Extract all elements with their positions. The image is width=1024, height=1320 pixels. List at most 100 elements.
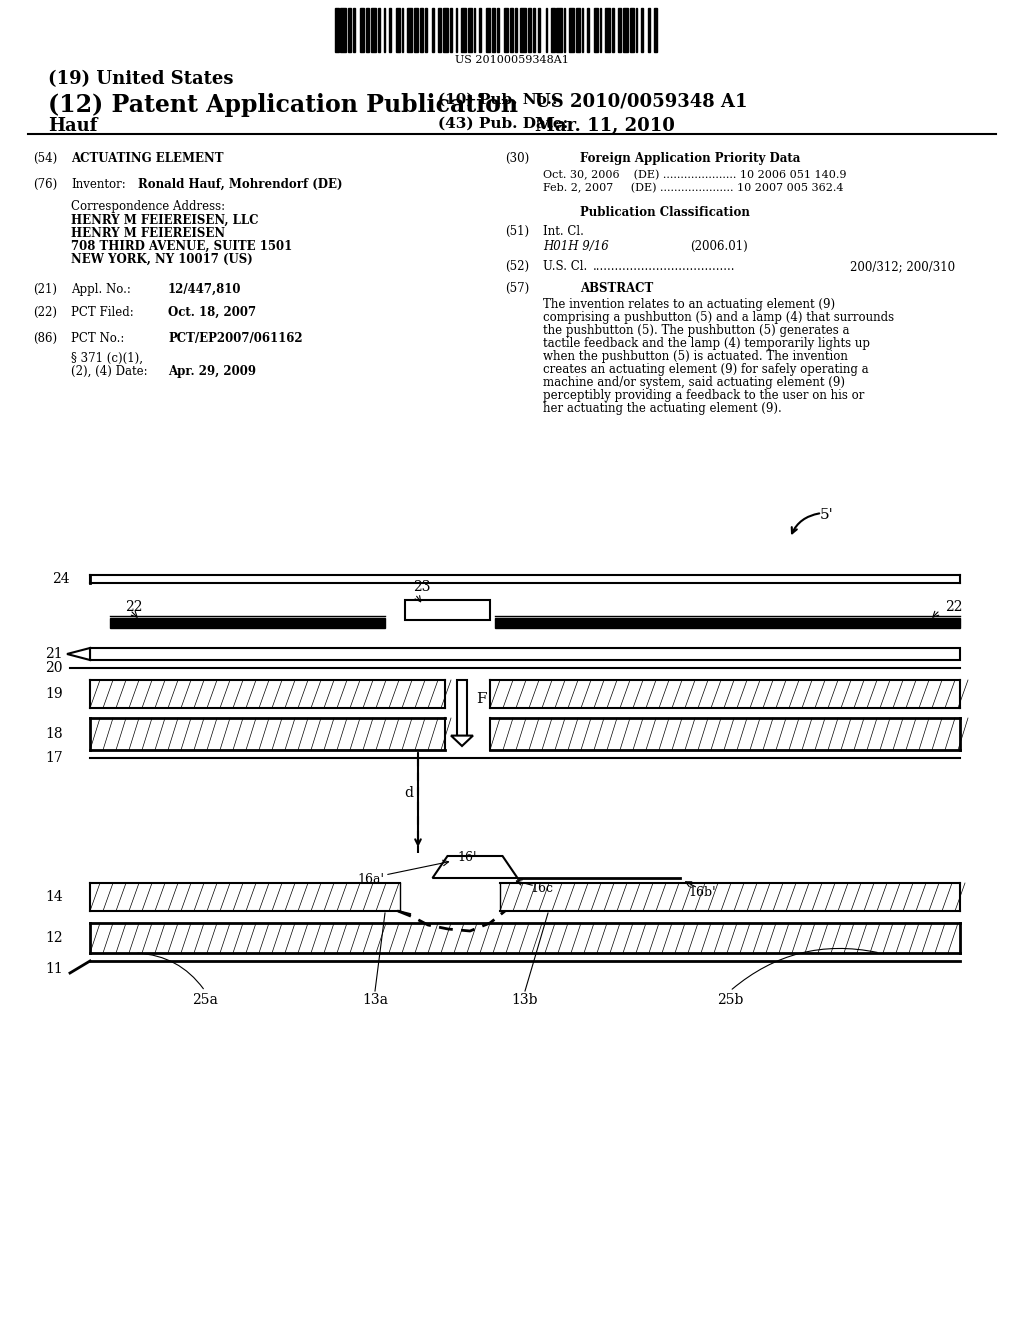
Polygon shape: [432, 855, 517, 878]
Bar: [401, 8, 403, 51]
Text: (10) Pub. No.:: (10) Pub. No.:: [438, 92, 557, 107]
Text: Publication Classification: Publication Classification: [580, 206, 750, 219]
Bar: [520, 8, 525, 51]
Bar: [335, 8, 339, 51]
Text: (43) Pub. Date:: (43) Pub. Date:: [438, 117, 568, 131]
Bar: [420, 8, 423, 51]
Text: Int. Cl.: Int. Cl.: [543, 224, 584, 238]
Text: 17: 17: [45, 751, 63, 766]
Bar: [515, 8, 517, 51]
Text: 12: 12: [45, 931, 63, 945]
Text: (19) United States: (19) United States: [48, 70, 233, 88]
Bar: [617, 8, 622, 51]
Bar: [612, 8, 614, 51]
Text: Appl. No.:: Appl. No.:: [71, 282, 131, 296]
Bar: [577, 8, 580, 51]
Text: Oct. 30, 2006    (DE) ..................... 10 2006 051 140.9: Oct. 30, 2006 (DE) .....................…: [543, 170, 847, 181]
Text: 12/447,810: 12/447,810: [168, 282, 242, 296]
Bar: [406, 601, 490, 620]
Bar: [569, 8, 574, 51]
Bar: [468, 8, 472, 51]
Text: 22: 22: [125, 601, 142, 614]
Bar: [371, 8, 377, 51]
Text: (2006.01): (2006.01): [690, 240, 748, 253]
Bar: [90, 923, 961, 953]
Bar: [396, 8, 399, 51]
Bar: [90, 680, 961, 708]
Polygon shape: [67, 648, 90, 660]
Bar: [510, 8, 513, 51]
Text: perceptibly providing a feedback to the user on his or: perceptibly providing a feedback to the …: [543, 389, 864, 403]
Text: F: F: [476, 692, 486, 706]
Bar: [653, 8, 657, 51]
Text: machine and/or system, said actuating element (9): machine and/or system, said actuating el…: [543, 376, 845, 389]
Text: 16': 16': [457, 851, 476, 865]
Polygon shape: [451, 735, 473, 746]
Text: 22: 22: [945, 601, 963, 614]
Text: 20: 20: [45, 661, 63, 675]
Bar: [432, 8, 434, 51]
Text: her actuating the actuating element (9).: her actuating the actuating element (9).: [543, 403, 781, 414]
Bar: [110, 618, 385, 628]
Text: (21): (21): [33, 282, 57, 296]
Text: 25a: 25a: [193, 993, 218, 1007]
Text: 19: 19: [45, 686, 63, 701]
Text: PCT/EP2007/061162: PCT/EP2007/061162: [168, 333, 303, 345]
Text: HENRY M FEIEREISEN, LLC: HENRY M FEIEREISEN, LLC: [71, 214, 258, 227]
Bar: [492, 8, 496, 51]
Text: 23: 23: [413, 579, 430, 594]
Text: Foreign Application Priority Data: Foreign Application Priority Data: [580, 152, 801, 165]
Bar: [425, 8, 427, 51]
Bar: [461, 8, 466, 51]
Bar: [353, 8, 354, 51]
Bar: [504, 8, 508, 51]
Text: ABSTRACT: ABSTRACT: [580, 282, 653, 294]
Bar: [551, 8, 555, 51]
Text: The invention relates to an actuating element (9): The invention relates to an actuating el…: [543, 298, 836, 312]
Text: 13a: 13a: [362, 993, 388, 1007]
Text: (30): (30): [505, 152, 529, 165]
Bar: [456, 8, 458, 51]
Bar: [594, 8, 598, 51]
Text: Correspondence Address:: Correspondence Address:: [71, 201, 225, 213]
Text: Feb. 2, 2007     (DE) ..................... 10 2007 005 362.4: Feb. 2, 2007 (DE) ..................... …: [543, 183, 844, 193]
Text: NEW YORK, NY 10017 (US): NEW YORK, NY 10017 (US): [71, 253, 253, 267]
Bar: [563, 8, 565, 51]
Text: creates an actuating element (9) for safely operating a: creates an actuating element (9) for saf…: [543, 363, 868, 376]
Text: ACTUATING ELEMENT: ACTUATING ELEMENT: [71, 152, 223, 165]
Text: PCT No.:: PCT No.:: [71, 333, 124, 345]
Bar: [347, 8, 351, 51]
Bar: [497, 8, 499, 51]
Text: (51): (51): [505, 224, 529, 238]
Bar: [457, 680, 467, 735]
Text: H01H 9/16: H01H 9/16: [543, 240, 608, 253]
Text: U.S. Cl.: U.S. Cl.: [543, 260, 587, 273]
Text: (12) Patent Application Publication: (12) Patent Application Publication: [48, 92, 518, 117]
Bar: [486, 8, 489, 51]
Bar: [605, 8, 610, 51]
Bar: [437, 8, 441, 51]
Bar: [534, 8, 535, 51]
Bar: [378, 8, 380, 51]
Text: 16b': 16b': [688, 886, 716, 899]
Text: 14: 14: [45, 890, 63, 904]
Bar: [407, 8, 413, 51]
Text: d: d: [404, 785, 413, 800]
Bar: [556, 8, 562, 51]
Bar: [340, 8, 346, 51]
Bar: [360, 8, 364, 51]
Text: comprising a pushbutton (5) and a lamp (4) that surrounds: comprising a pushbutton (5) and a lamp (…: [543, 312, 894, 323]
Text: Apr. 29, 2009: Apr. 29, 2009: [168, 366, 256, 378]
Text: 708 THIRD AVENUE, SUITE 1501: 708 THIRD AVENUE, SUITE 1501: [71, 240, 292, 253]
Text: 13b: 13b: [512, 993, 539, 1007]
Bar: [90, 883, 400, 911]
Bar: [451, 8, 452, 51]
Text: Inventor:: Inventor:: [71, 178, 126, 191]
Bar: [527, 8, 531, 51]
Bar: [443, 8, 449, 51]
Bar: [479, 8, 481, 51]
Bar: [600, 8, 601, 51]
Bar: [587, 8, 589, 51]
Bar: [500, 883, 961, 911]
Text: Mar. 11, 2010: Mar. 11, 2010: [535, 117, 675, 135]
